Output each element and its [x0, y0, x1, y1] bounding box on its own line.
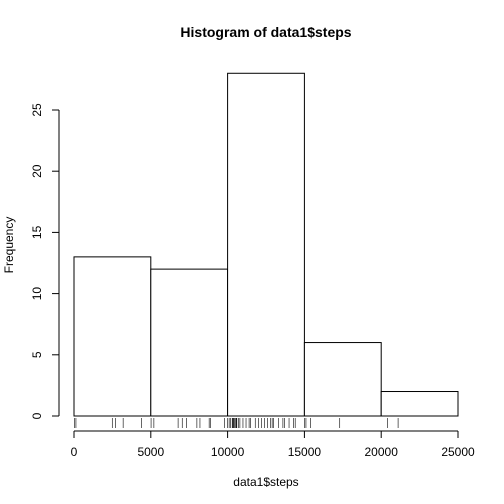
x-axis: 0 5000 10000 15000 20000 25000: [71, 430, 475, 459]
x-tick-label: 20000: [365, 445, 399, 459]
histogram-bar: [150, 268, 229, 417]
y-tick-label: 10: [30, 287, 44, 301]
histogram-bar: [303, 342, 382, 417]
chart-title: Histogram of data1$steps: [180, 24, 351, 40]
x-tick-label: 5000: [137, 445, 164, 459]
y-axis: 0 5 10 15 20 25: [30, 103, 60, 419]
histogram-bar: [380, 391, 459, 417]
x-tick-label: 0: [71, 445, 78, 459]
x-tick-label: 15000: [288, 445, 322, 459]
x-tick-label: 10000: [211, 445, 245, 459]
y-tick-label: 0: [30, 412, 44, 419]
histogram-bar: [73, 256, 152, 417]
x-axis-title: data1$steps: [233, 475, 298, 489]
y-axis-title: Frequency: [2, 217, 16, 274]
histogram-bars: [73, 72, 459, 417]
y-tick-label: 20: [30, 164, 44, 178]
x-tick-label: 25000: [441, 445, 475, 459]
y-tick-label: 25: [30, 103, 44, 117]
histogram-bar: [227, 72, 305, 417]
y-tick-label: 15: [30, 225, 44, 239]
y-tick-label: 5: [30, 351, 44, 358]
rug-marks: [74, 418, 399, 428]
